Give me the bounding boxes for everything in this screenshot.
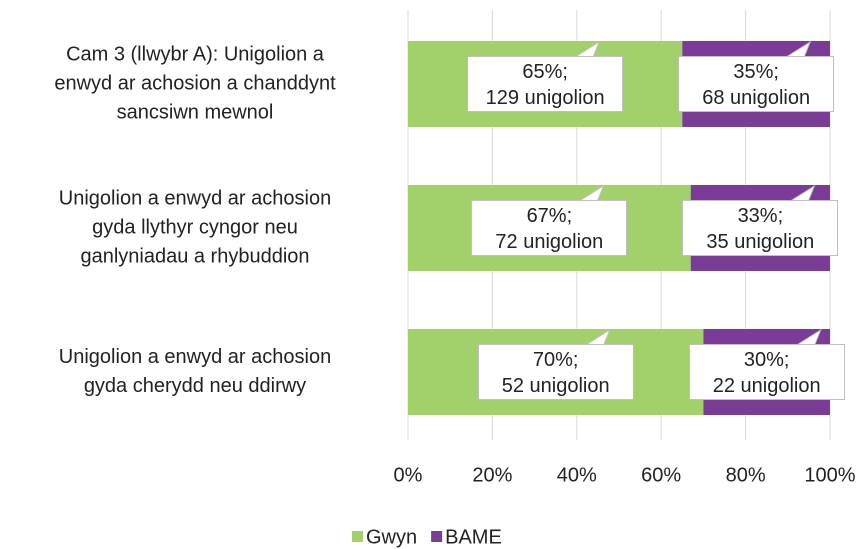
x-tick-label: 20% xyxy=(472,464,512,486)
data-label: 35%; 68 unigolion xyxy=(678,56,835,112)
x-tick-label: 40% xyxy=(557,464,597,486)
data-label: 33%; 35 unigolion xyxy=(682,200,839,256)
legend-label: BAME xyxy=(445,526,502,548)
category-label: Unigolion a enwyd ar achosion gyda llyth… xyxy=(58,187,332,268)
x-tick-label: 0% xyxy=(394,464,423,486)
category-label: Cam 3 (llwybr A): Unigolion a enwyd ar a… xyxy=(54,43,336,124)
data-label: 30%; 22 unigolion xyxy=(688,344,845,400)
legend-label: Gwyn xyxy=(366,526,417,548)
legend-swatch xyxy=(352,531,363,542)
category-label: Unigolion a enwyd ar achosion gyda chery… xyxy=(58,346,332,397)
data-label: 70%; 52 unigolion xyxy=(477,344,634,400)
x-tick-label: 60% xyxy=(641,464,681,486)
data-label: 65%; 129 unigolion xyxy=(467,56,624,112)
data-label: 67%; 72 unigolion xyxy=(471,200,628,256)
legend-swatch xyxy=(431,531,443,542)
x-tick-label: 100% xyxy=(804,464,855,486)
x-tick-label: 80% xyxy=(726,464,766,486)
